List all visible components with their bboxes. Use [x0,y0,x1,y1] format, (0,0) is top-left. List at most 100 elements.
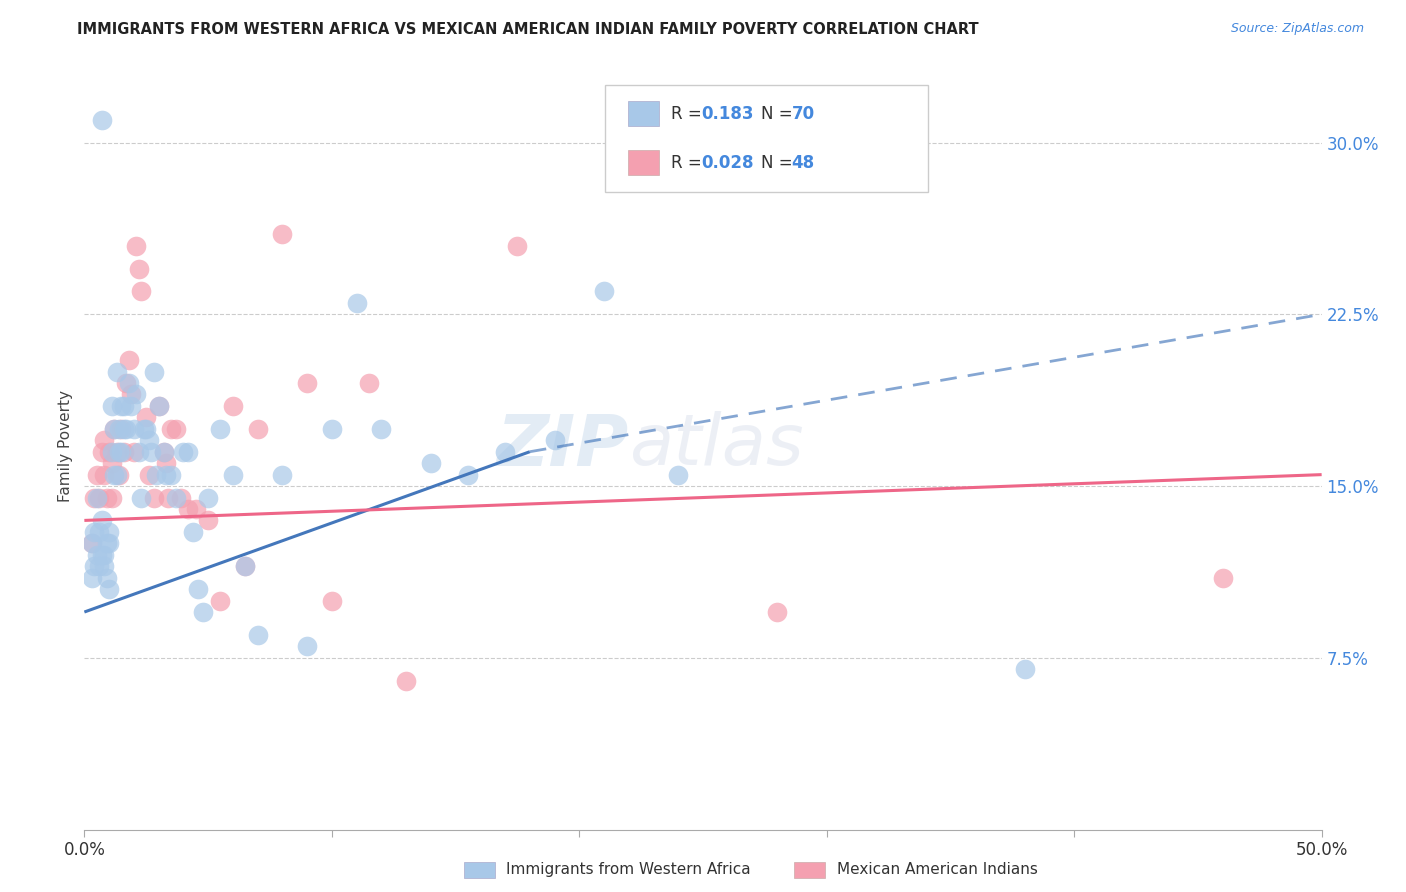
Point [181,524,204,539]
Point [80,536,103,550]
Point [135,410,157,425]
Point [593,285,616,299]
Point [98,524,121,539]
Point [160,467,183,482]
Point [89,491,111,505]
Point [295,376,318,390]
Point [135,422,157,436]
Point [145,467,167,482]
Point [165,491,187,505]
Point [110,422,132,436]
Point [222,467,245,482]
Point [170,491,193,505]
Point [80,536,103,550]
Text: ZIP: ZIP [496,411,628,481]
Text: atlas: atlas [628,411,803,481]
Point [155,456,177,470]
Y-axis label: Family Poverty: Family Poverty [58,390,73,502]
Point [321,422,343,436]
Text: 70: 70 [792,104,814,123]
Point [110,444,132,458]
Point [209,593,232,607]
Point [233,559,256,574]
Point [112,444,135,458]
Point [1212,571,1234,585]
Point [172,444,194,458]
Point [118,376,141,390]
Point [271,227,294,242]
Point [543,434,565,448]
Point [112,399,135,413]
Point [157,491,180,505]
Point [86,548,108,562]
Point [197,491,219,505]
Point [115,422,138,436]
Text: 48: 48 [792,153,814,172]
Point [93,559,115,574]
Point [506,238,529,252]
Point [142,365,165,379]
Point [129,285,152,299]
Point [100,444,122,458]
Point [494,444,516,458]
Point [80,571,103,585]
Text: Immigrants from Western Africa: Immigrants from Western Africa [506,863,751,877]
Point [128,261,150,276]
Point [93,548,115,562]
Point [165,422,187,436]
Point [155,467,177,482]
Point [125,387,148,401]
Point [86,467,108,482]
Point [346,296,368,310]
Point [90,444,112,458]
Text: IMMIGRANTS FROM WESTERN AFRICA VS MEXICAN AMERICAN INDIAN FAMILY POVERTY CORRELA: IMMIGRANTS FROM WESTERN AFRICA VS MEXICA… [77,22,979,37]
Point [209,422,232,436]
Point [103,467,125,482]
Point [246,422,269,436]
Text: R =: R = [671,153,707,172]
Point [148,399,170,413]
Point [246,628,269,642]
Point [177,502,200,516]
Point [105,444,128,458]
Point [93,434,115,448]
Point [90,112,112,127]
Point [120,399,142,413]
Text: N =: N = [761,153,797,172]
Point [295,640,318,654]
Point [89,524,111,539]
Point [89,559,111,574]
Point [138,434,160,448]
Point [321,593,343,607]
Point [105,365,128,379]
Point [108,467,131,482]
Point [103,422,125,436]
Point [148,399,170,413]
Point [96,571,118,585]
Point [105,467,128,482]
Point [187,582,209,596]
Point [457,467,479,482]
Point [152,444,174,458]
Point [419,456,441,470]
Point [86,491,108,505]
Text: 0.183: 0.183 [702,104,754,123]
Text: 0.028: 0.028 [702,153,754,172]
Point [98,444,121,458]
Point [120,387,142,401]
Point [191,605,214,619]
Point [152,444,174,458]
Point [395,673,418,688]
Point [222,399,245,413]
Text: N =: N = [761,104,797,123]
Point [103,422,125,436]
Point [1014,662,1036,676]
Point [100,491,122,505]
Text: Mexican American Indians: Mexican American Indians [837,863,1038,877]
Point [83,491,105,505]
Point [177,444,200,458]
Point [129,491,152,505]
Point [122,444,145,458]
Point [197,513,219,527]
Point [138,467,160,482]
